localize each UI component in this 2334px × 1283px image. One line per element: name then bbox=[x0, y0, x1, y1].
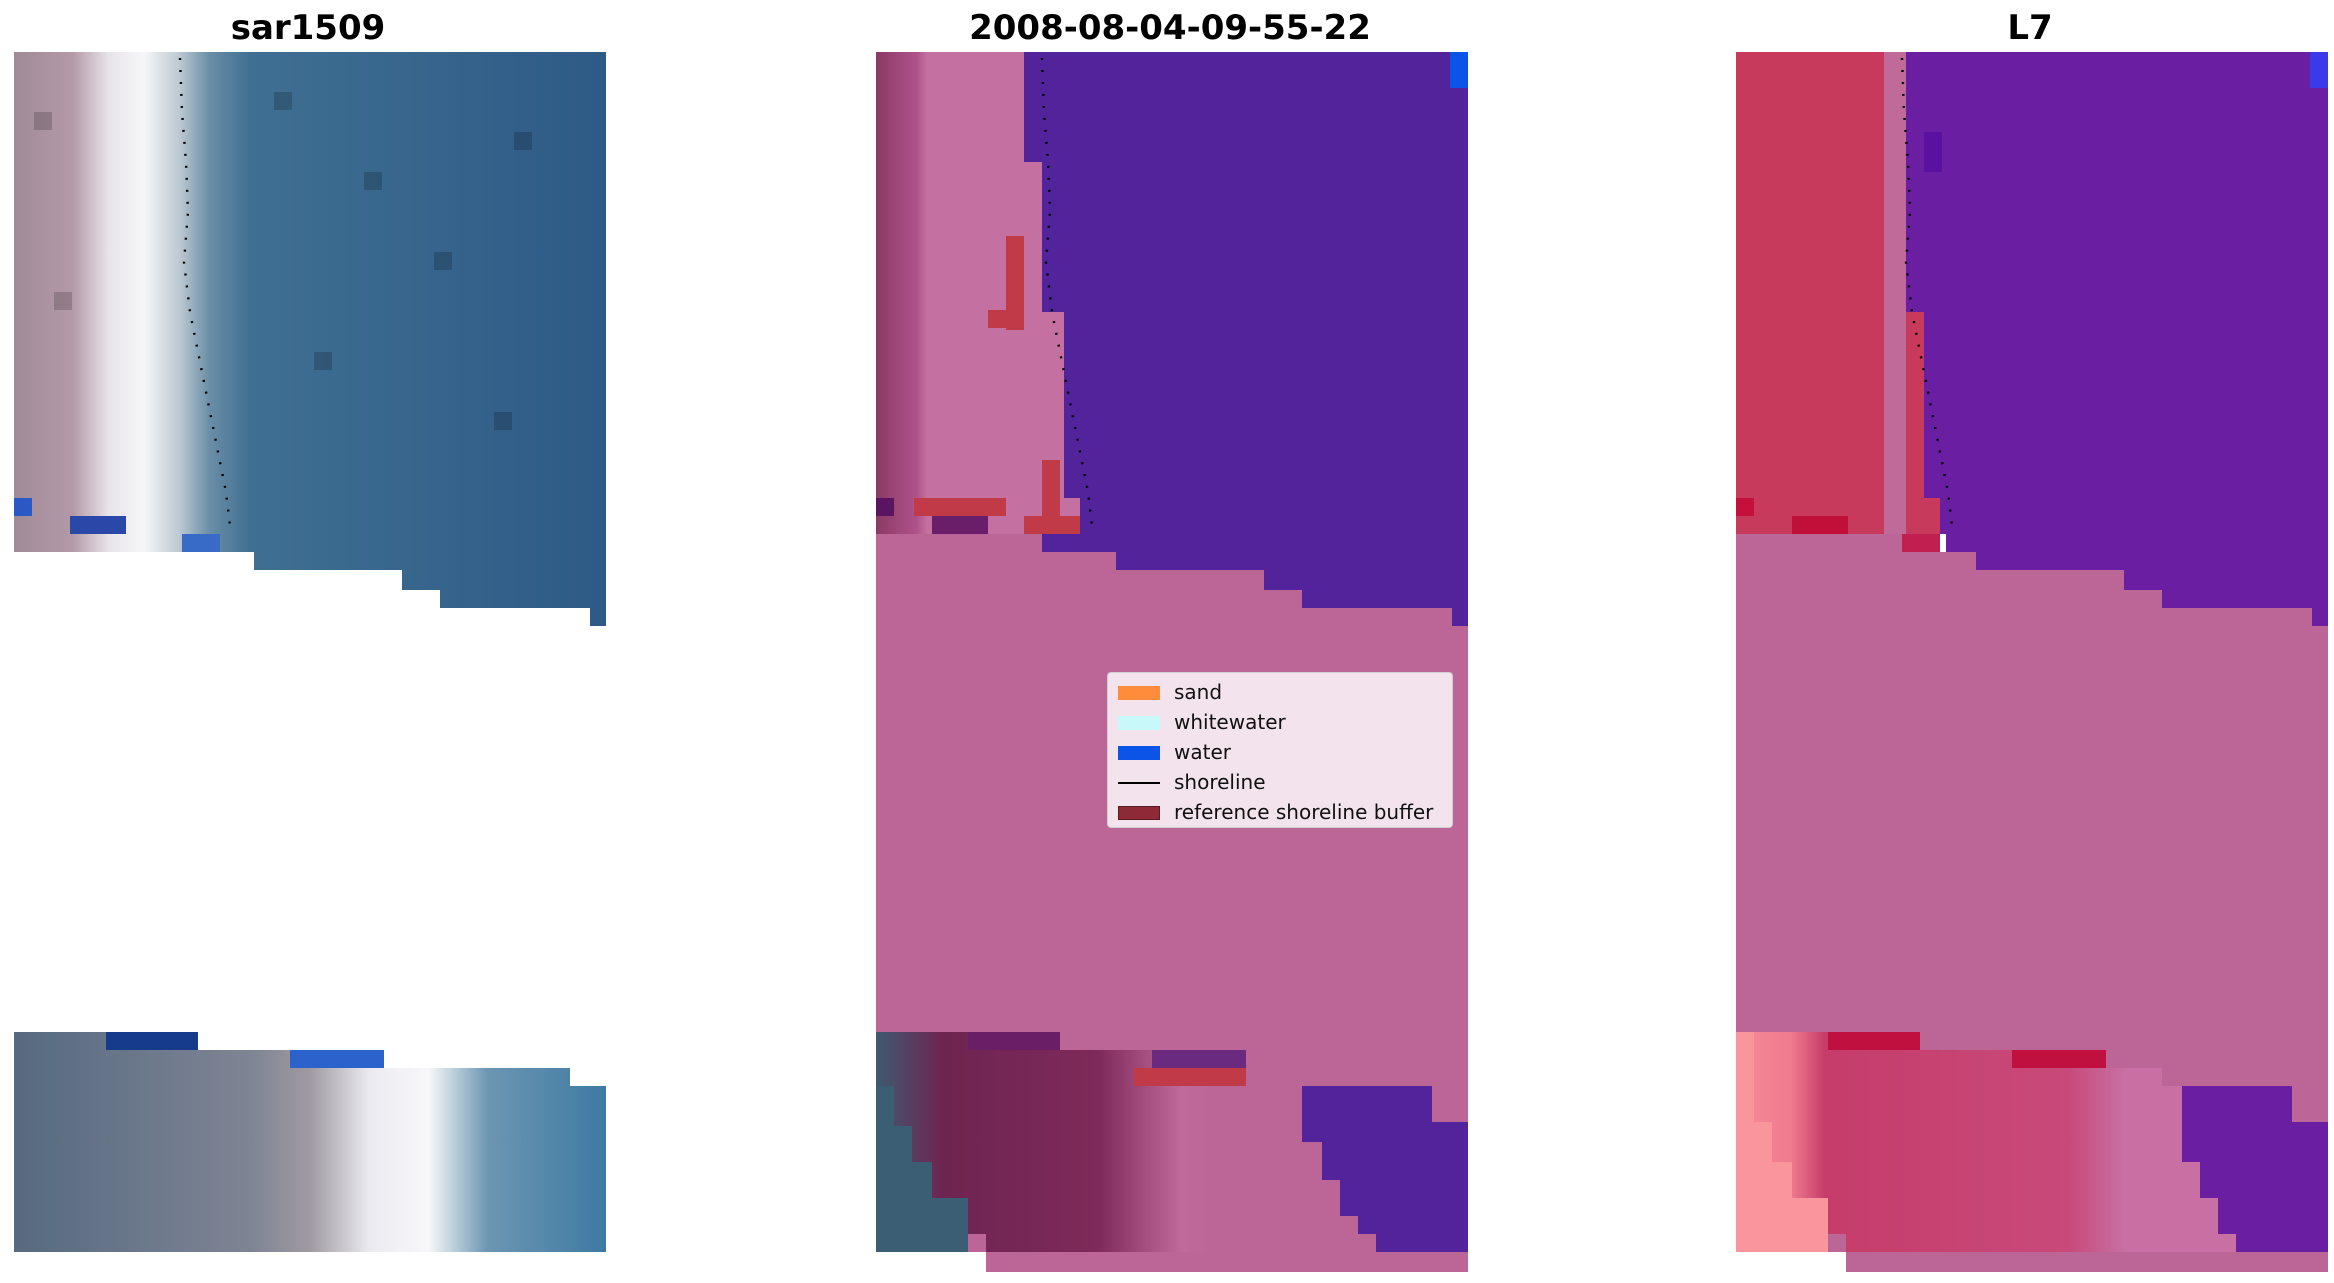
l7-panel bbox=[1736, 52, 2328, 1272]
legend-swatch-water bbox=[1118, 746, 1160, 760]
legend-label-reference-buffer: reference shoreline buffer bbox=[1174, 800, 1434, 824]
legend-label-whitewater: whitewater bbox=[1174, 710, 1286, 734]
classification-panel bbox=[876, 52, 1468, 1272]
rgb-image-panel bbox=[14, 52, 606, 1252]
legend-swatch-reference-buffer bbox=[1118, 806, 1160, 820]
legend-label-water: water bbox=[1174, 740, 1231, 764]
legend-item-sand: sand bbox=[1108, 677, 1452, 707]
legend-item-reference-buffer: reference shoreline buffer bbox=[1108, 797, 1452, 827]
panel-title-classification: 2008-08-04-09-55-22 bbox=[969, 8, 1371, 48]
legend-label-sand: sand bbox=[1174, 680, 1223, 704]
legend-swatch-whitewater bbox=[1118, 716, 1160, 730]
legend-item-shoreline: shoreline bbox=[1108, 767, 1452, 797]
legend-swatch-sand bbox=[1118, 686, 1160, 700]
legend-item-whitewater: whitewater bbox=[1108, 707, 1452, 737]
legend-label-shoreline: shoreline bbox=[1174, 770, 1266, 794]
legend: sand whitewater water shoreline referenc… bbox=[1107, 672, 1453, 828]
legend-swatch-shoreline bbox=[1118, 782, 1160, 784]
panel-title-l7: L7 bbox=[2007, 8, 2053, 48]
panel-title-rgb: sar1509 bbox=[230, 8, 386, 48]
legend-item-water: water bbox=[1108, 737, 1452, 767]
